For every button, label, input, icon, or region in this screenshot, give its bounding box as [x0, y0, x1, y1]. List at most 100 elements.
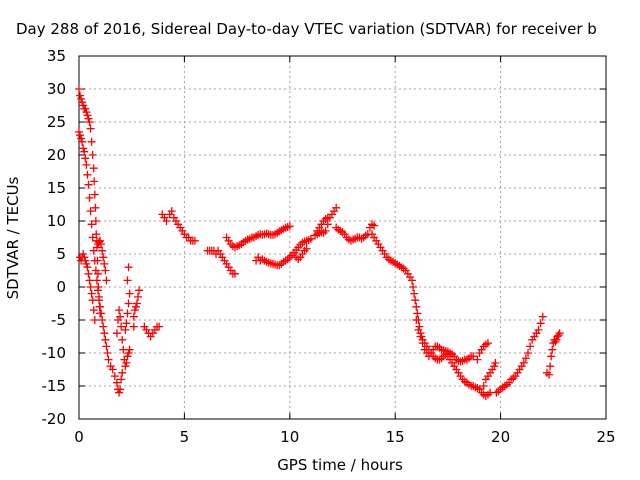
data-point [132, 299, 141, 308]
data-point [437, 354, 446, 363]
data-point [84, 180, 93, 189]
data-point [101, 266, 110, 275]
data-point [98, 246, 107, 255]
y-tick-label: 20 [47, 146, 66, 164]
data-point [91, 217, 100, 225]
data-point [190, 236, 199, 245]
data-point [162, 217, 171, 225]
data-point [555, 329, 564, 338]
data-point [519, 358, 528, 367]
data-point [87, 289, 96, 298]
data-point [110, 372, 119, 381]
data-point [418, 339, 427, 348]
data-point [122, 358, 131, 367]
data-point [121, 325, 130, 334]
data-point [167, 207, 176, 216]
data-point [410, 289, 419, 298]
y-tick-label: -5 [51, 311, 66, 329]
y-tick-label: -15 [42, 377, 67, 395]
data-point [88, 151, 97, 159]
data-point [102, 342, 111, 351]
data-point [479, 382, 488, 390]
data-point [481, 340, 490, 349]
data-point [483, 390, 492, 399]
data-point [302, 244, 311, 253]
data-point [526, 342, 535, 351]
data-point [554, 331, 563, 340]
data-point [116, 385, 125, 394]
data-point [93, 269, 102, 278]
data-point [94, 283, 103, 291]
data-point [414, 325, 423, 334]
data-point [524, 349, 533, 357]
data-point [78, 137, 87, 146]
data-point [302, 236, 311, 245]
y-tick-label: 0 [56, 278, 66, 296]
data-point [101, 335, 110, 344]
plot-frame [78, 55, 607, 420]
data-point [285, 222, 294, 231]
data-point [473, 383, 482, 392]
data-point [90, 316, 99, 324]
data-point [83, 263, 92, 272]
data-point [117, 375, 126, 384]
data-point [262, 229, 271, 238]
data-point [521, 354, 530, 363]
data-point [233, 242, 242, 251]
x-tick-label: 20 [491, 428, 510, 446]
data-point [85, 276, 94, 285]
data-point [456, 357, 465, 366]
data-point [87, 137, 96, 146]
data-point [90, 177, 99, 186]
data-point [546, 362, 555, 371]
data-point [321, 215, 330, 224]
data-point [134, 292, 143, 301]
data-point [124, 299, 133, 308]
data-point [538, 312, 547, 321]
data-point [100, 329, 109, 338]
data-point [409, 283, 418, 291]
data-point [483, 339, 492, 348]
data-point [88, 296, 97, 305]
data-point [534, 325, 543, 334]
x-axis-label: GPS time / hours [277, 456, 403, 474]
data-point [86, 283, 95, 291]
data-point [115, 306, 124, 315]
data-point [100, 259, 109, 268]
data-point [230, 269, 239, 278]
data-point [332, 203, 341, 212]
data-point [370, 221, 379, 230]
data-point [412, 316, 421, 324]
chart-title: Day 288 of 2016, Sidereal Day-to-day VTE… [16, 20, 597, 38]
data-point [89, 306, 98, 315]
data-point [473, 355, 482, 364]
data-point [116, 312, 125, 321]
data-point [91, 203, 100, 212]
axis-ticks: 0 5 10 15 20 25 -20 -15 -10 -5 0 5 10 15 20 25 30 35 [42, 47, 616, 446]
grid [79, 56, 606, 419]
data-point [494, 387, 503, 396]
data-point [349, 235, 358, 244]
data-point [99, 253, 108, 262]
y-tick-label: 35 [47, 47, 66, 65]
data-point [95, 292, 104, 301]
data-point [412, 302, 421, 311]
data-point [413, 309, 422, 318]
data-point [411, 296, 420, 305]
data-point [86, 207, 95, 216]
data-point [122, 319, 131, 328]
data-point [548, 345, 557, 354]
data-point [536, 319, 545, 328]
data-point [271, 260, 280, 269]
x-tick-label: 5 [180, 428, 190, 446]
x-tick-label: 25 [596, 428, 615, 446]
data-point [129, 312, 138, 321]
y-tick-label: 30 [47, 80, 66, 98]
data-point [85, 193, 94, 202]
data-point [551, 337, 560, 346]
data-point [103, 349, 112, 357]
y-tick-label: -20 [42, 410, 67, 428]
data-point [135, 286, 144, 295]
data-point [545, 370, 554, 379]
